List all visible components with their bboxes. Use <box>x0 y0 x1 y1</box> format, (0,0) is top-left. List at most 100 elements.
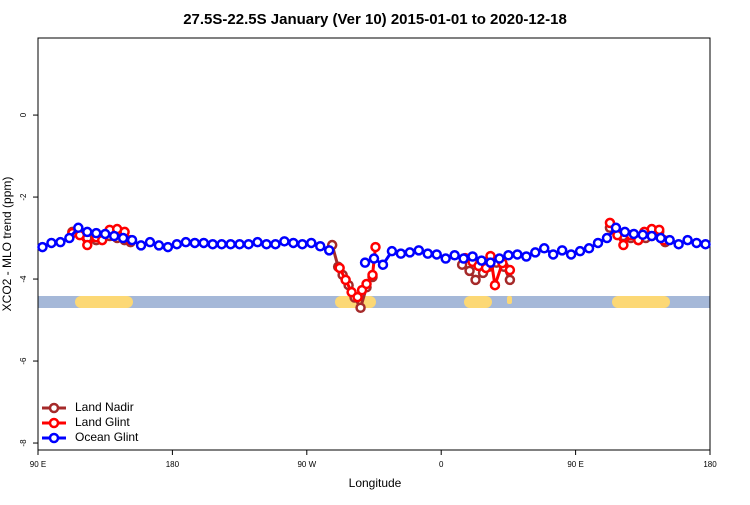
x-axis-label: Longitude <box>349 476 402 490</box>
x-tick-label: 180 <box>166 460 180 469</box>
data-point <box>144 236 156 248</box>
data-point <box>37 241 48 253</box>
data-point <box>691 237 702 249</box>
data-point <box>464 265 475 277</box>
legend-label: Ocean Glint <box>75 430 139 444</box>
data-point <box>288 237 299 249</box>
data-point <box>359 257 371 268</box>
legend-marker <box>48 417 60 429</box>
data-point <box>73 222 84 234</box>
data-point <box>370 241 381 253</box>
data-point <box>547 249 559 260</box>
data-point <box>323 245 335 256</box>
data-point <box>108 230 120 242</box>
data-point <box>700 238 711 250</box>
data-point <box>90 227 102 239</box>
data-point <box>55 236 66 248</box>
data-point <box>521 251 532 262</box>
data-point <box>352 291 363 303</box>
data-point <box>261 238 272 250</box>
data-point <box>355 302 366 313</box>
data-point <box>601 232 613 244</box>
data-point <box>153 240 165 251</box>
legend-marker <box>48 402 60 414</box>
data-point <box>583 243 595 254</box>
x-tick-label: 90 W <box>297 460 316 469</box>
data-point <box>306 237 317 249</box>
data-point <box>556 245 568 256</box>
data-point <box>574 245 586 257</box>
data-point <box>530 247 541 258</box>
data-point <box>243 238 254 250</box>
data-point <box>198 237 210 249</box>
data-point <box>297 238 308 250</box>
data-point <box>618 239 629 251</box>
legend-marker <box>48 432 60 444</box>
y-axis-label: XCO2 - MLO trend (ppm) <box>0 177 14 312</box>
data-point <box>440 253 451 264</box>
x-tick-label: 180 <box>703 460 717 469</box>
data-point <box>538 243 550 254</box>
data-point <box>628 228 640 240</box>
data-point <box>82 239 93 251</box>
legend-label: Land Nadir <box>75 400 134 414</box>
data-point <box>503 250 514 261</box>
data-point <box>334 262 345 274</box>
land-patch <box>507 296 512 304</box>
data-point <box>207 238 218 250</box>
data-point <box>489 279 501 291</box>
data-point <box>422 248 434 259</box>
data-point <box>404 247 416 258</box>
data-point <box>610 222 622 234</box>
data-point <box>368 253 380 264</box>
data-point <box>653 224 665 236</box>
data-point <box>395 248 407 259</box>
data-point <box>126 234 138 246</box>
data-point <box>270 238 281 250</box>
data-point <box>458 253 469 264</box>
data-point <box>252 236 263 248</box>
data-point <box>377 259 389 270</box>
data-point <box>46 237 57 249</box>
data-point <box>162 241 174 253</box>
data-point <box>512 249 523 260</box>
data-point <box>386 245 398 257</box>
data-point <box>431 249 442 260</box>
y-tick-label: -8 <box>19 439 28 447</box>
y-tick-label: -6 <box>19 357 28 365</box>
data-point <box>592 237 604 249</box>
data-point <box>655 232 666 244</box>
data-point <box>314 241 326 252</box>
data-point <box>494 253 505 264</box>
data-point <box>171 238 183 250</box>
data-point <box>361 278 372 290</box>
data-point <box>216 238 227 250</box>
data-point <box>485 257 496 268</box>
data-point <box>99 228 111 240</box>
data-point <box>646 230 658 242</box>
data-point <box>279 236 290 247</box>
data-point <box>476 255 487 266</box>
data-point <box>189 237 201 249</box>
data-point <box>504 274 516 286</box>
land-patch <box>464 296 492 308</box>
data-point <box>664 234 675 246</box>
data-point <box>234 238 245 250</box>
land-patch <box>612 296 670 308</box>
data-point <box>64 232 75 244</box>
data-point <box>135 240 147 251</box>
land-patch <box>75 296 133 308</box>
data-point <box>467 251 478 262</box>
y-tick-label: 0 <box>19 112 28 117</box>
y-tick-label: -4 <box>19 275 28 283</box>
series-line <box>71 226 667 312</box>
data-point <box>637 229 649 241</box>
x-tick-label: 90 E <box>567 460 583 469</box>
surface-band <box>38 296 710 308</box>
data-point <box>82 226 93 238</box>
data-point <box>682 234 693 246</box>
data-point <box>673 238 684 250</box>
data-point <box>367 269 378 281</box>
legend-label: Land Glint <box>75 415 130 429</box>
